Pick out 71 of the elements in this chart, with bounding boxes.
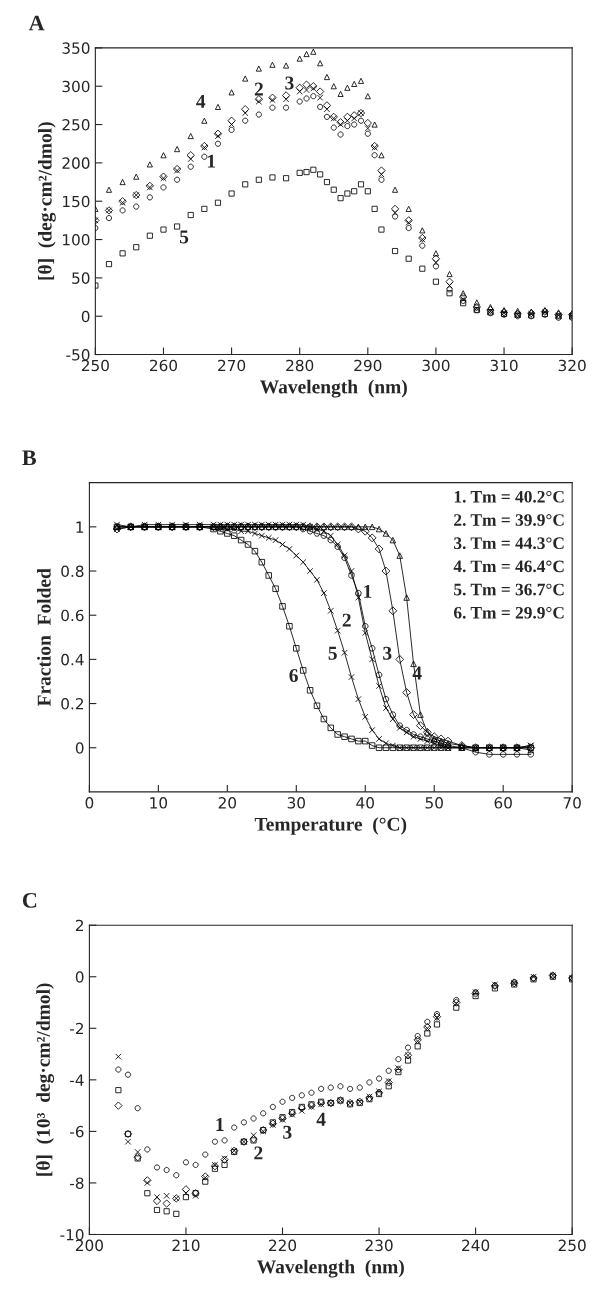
- annotation: 3: [383, 646, 392, 660]
- y-axis-title: [θ] (deg·cm²/dmol): [37, 122, 56, 280]
- x-tick-label: 260: [150, 359, 178, 372]
- x-tick-label: 30: [287, 797, 305, 809]
- x-tick-label: 50: [425, 797, 443, 809]
- x-axis-title: Wavelength (nm): [257, 1259, 404, 1278]
- x-tick-label: 60: [494, 797, 512, 809]
- annotation: 2. Tm = 39.9°C: [454, 514, 564, 526]
- y-tick-label: 2: [75, 919, 84, 932]
- x-tick-label: 40: [356, 797, 374, 809]
- chart-title: C: [22, 892, 37, 908]
- y-tick-label: 0: [75, 971, 84, 983]
- y-tick-label: 250: [62, 119, 90, 131]
- annotation: 2: [254, 82, 263, 96]
- annotation: 1: [207, 154, 216, 168]
- x-axis-title: Wavelength (nm): [260, 379, 407, 398]
- y-tick-label: 0.8: [61, 565, 84, 578]
- x-tick-label: 10: [150, 797, 168, 809]
- x-tick-label: 320: [558, 359, 586, 372]
- annotation: 5: [179, 230, 189, 244]
- y-tick-label: -50: [66, 349, 90, 361]
- y-tick-label: 300: [62, 80, 90, 93]
- annotation: 6. Tm = 29.9°C: [453, 606, 564, 619]
- y-tick-label: 200: [62, 157, 90, 169]
- y-axis-title: [θ] (10³ deg·cm²/dmol): [36, 983, 55, 1176]
- annotation: 1. Tm = 40.2°C: [454, 490, 564, 503]
- x-tick-label: 210: [172, 1239, 200, 1252]
- x-tick-label: 20: [218, 797, 237, 809]
- x-tick-label: 290: [354, 359, 382, 372]
- y-tick-label: -2: [70, 1022, 84, 1035]
- y-tick-label: 1: [76, 521, 84, 533]
- x-axis-title: Temperature (°C): [254, 817, 407, 835]
- x-tick-label: 280: [286, 359, 314, 372]
- annotation: 4: [316, 1112, 326, 1126]
- annotation: 5. Tm = 36.7°C: [454, 583, 564, 596]
- y-tick-label: 150: [63, 195, 90, 208]
- x-tick-label: 220: [269, 1239, 297, 1252]
- x-tick-label: 250: [558, 1239, 586, 1252]
- annotation: 4: [196, 94, 206, 108]
- x-tick-label: 230: [365, 1239, 393, 1252]
- y-tick-label: -10: [60, 1228, 84, 1241]
- x-tick-label: 300: [422, 359, 450, 372]
- y-tick-label: 350: [62, 42, 90, 54]
- y-tick-label: 50: [72, 272, 90, 284]
- y-tick-label: -6: [70, 1125, 84, 1138]
- chart-title: A: [28, 15, 45, 31]
- y-tick-label: 0: [81, 310, 90, 323]
- annotation: 4. Tm = 46.4°C: [453, 560, 564, 573]
- y-tick-label: 0.4: [61, 653, 84, 666]
- y-tick-label: 0: [75, 742, 84, 754]
- annotation: 2: [342, 613, 351, 627]
- x-tick-label: 310: [490, 359, 518, 372]
- annotation: 2: [254, 1146, 263, 1160]
- annotation: 5: [328, 646, 337, 660]
- annotation: 3: [283, 1125, 292, 1139]
- annotation: 1: [364, 584, 372, 598]
- y-axis-title: Fraction Folded: [37, 568, 51, 707]
- y-tick-label: -8: [70, 1177, 84, 1189]
- y-tick-label: 100: [63, 234, 90, 246]
- y-tick-label: 0.6: [61, 609, 84, 622]
- y-tick-label: 0.2: [61, 698, 84, 710]
- annotation: 1: [216, 1118, 224, 1131]
- annotation: 3: [285, 76, 294, 90]
- x-tick-label: 270: [218, 359, 246, 372]
- annotation: 6: [289, 668, 298, 683]
- x-tick-label: 240: [462, 1239, 490, 1252]
- chart-title: B: [22, 450, 37, 466]
- x-tick-label: 70: [563, 797, 581, 809]
- y-tick-label: -4: [70, 1074, 84, 1086]
- annotation: 4: [412, 666, 422, 680]
- annotation: 3. Tm = 44.3°C: [454, 537, 564, 550]
